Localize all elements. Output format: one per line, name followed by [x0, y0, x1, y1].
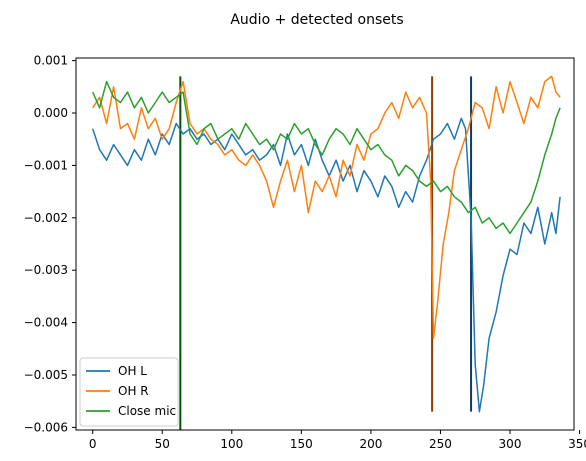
x-tick-label: 100 — [220, 437, 243, 451]
x-tick-label: 50 — [155, 437, 170, 451]
legend-label-oh-r: OH R — [118, 384, 149, 398]
y-tick-label: −0.001 — [24, 158, 68, 172]
series-line-close-mic — [92, 80, 561, 235]
legend-label-close-mic: Close mic — [118, 404, 176, 418]
x-tick-label: 300 — [499, 437, 522, 451]
legend: OH L OH R Close mic — [79, 357, 179, 427]
x-tick-label: 0 — [89, 437, 97, 451]
series-lines — [91, 75, 561, 413]
plot-area-frame — [75, 57, 575, 431]
y-tick-label: −0.005 — [24, 368, 68, 382]
y-tick-label: 0.001 — [34, 54, 68, 68]
x-tick-label: 150 — [290, 437, 313, 451]
y-tick-label: −0.004 — [24, 316, 68, 330]
y-tick-label: −0.002 — [24, 211, 68, 225]
x-tick-label: 350 — [568, 437, 586, 451]
series-line-oh-l — [91, 117, 561, 413]
y-tick-label: −0.006 — [24, 420, 68, 434]
x-tick-label: 250 — [429, 437, 452, 451]
y-tick-label: −0.003 — [24, 263, 68, 277]
chart-title: Audio + detected onsets — [230, 12, 403, 28]
y-axis: 0.001 0.000 −0.001 −0.002 −0.003 −0.004 −0.005… — [24, 54, 76, 434]
x-tick-label: 200 — [359, 437, 382, 451]
x-axis: 0 50 100 150 200 250 300 350 — [89, 430, 586, 451]
legend-box — [79, 357, 179, 427]
legend-label-oh-l: OH L — [118, 364, 147, 378]
series-line-oh-r — [92, 75, 561, 340]
y-tick-label: 0.000 — [34, 106, 68, 120]
